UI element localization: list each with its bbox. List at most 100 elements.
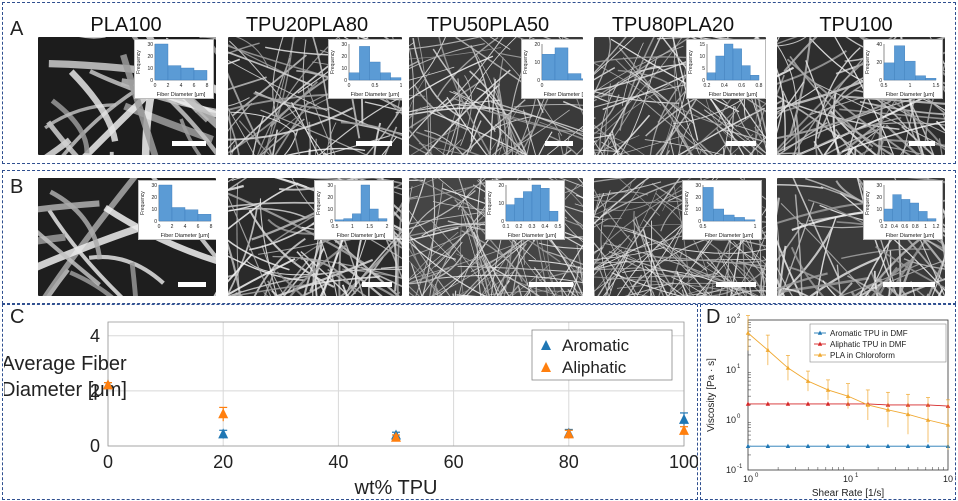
histogram-y-tick: 30 <box>327 183 333 189</box>
histogram-y-label: Frequency <box>865 191 871 215</box>
histogram-bar <box>554 47 569 81</box>
sem-fiber <box>228 192 365 264</box>
sem-fiber <box>409 227 459 241</box>
sem-fiber <box>678 122 691 155</box>
sem-fiber <box>410 263 423 296</box>
sem-fiber <box>409 178 426 226</box>
sem-fiber <box>836 120 883 155</box>
histogram-bar <box>713 208 724 222</box>
sem-fiber <box>600 93 641 155</box>
histogram-x-tick: 0.2 <box>516 224 523 230</box>
legend-box <box>531 329 673 381</box>
histogram-x-label: Fiber Diameter [μm] <box>337 233 386 239</box>
sem-fiber <box>661 238 737 284</box>
sem-fiber <box>364 101 402 112</box>
sem-fiber <box>565 135 570 155</box>
sem-image: 0 10 20 30 0 0.5 1 Frequency Fiber Diameter [μm] <box>228 37 402 155</box>
sem-fiber <box>594 235 630 276</box>
sem-fiber <box>668 250 683 296</box>
sem-fiber <box>228 253 253 283</box>
histogram-y-tick: 0 <box>702 78 705 84</box>
histogram-y-tick: 30 <box>147 42 153 48</box>
sem-image: 0 10 20 30 0.5 1 Frequency Fiber Diameter [μm] <box>594 178 766 296</box>
histogram-y-tick: 0 <box>879 78 882 84</box>
histogram-x-tick: 1.5 <box>933 83 940 89</box>
data-point-aromatic <box>679 413 689 424</box>
histogram-x-label: Fiber Diameter [μm] <box>886 233 935 239</box>
sem-fiber <box>777 49 847 85</box>
column-title-tpu50pla50: TPU50PLA50 <box>426 14 550 36</box>
sem-fiber <box>615 135 684 155</box>
sem-fiber <box>732 234 766 296</box>
sem-fiber <box>438 37 492 155</box>
sem-fiber <box>546 240 557 296</box>
sem-fiber <box>409 129 434 155</box>
data-point <box>785 401 791 406</box>
y-tick-exponent: -1 <box>737 464 743 470</box>
histogram-svg: 0 20 40 0.5 1 1.5 Frequency Fiber Diameter [μm] <box>865 42 940 98</box>
histogram-y-tick: 15 <box>699 42 705 48</box>
x-tick-label: 0 <box>103 452 113 472</box>
sem-fiber <box>88 254 165 285</box>
panel-c-frame <box>2 304 698 500</box>
scale-bar <box>172 141 206 146</box>
sem-fiber <box>498 138 505 155</box>
histogram-bar <box>531 184 541 222</box>
sem-fiber <box>792 51 870 155</box>
sem-fiber <box>778 245 787 296</box>
sem-fiber <box>594 92 613 99</box>
data-point <box>825 401 831 406</box>
sem-fiber <box>858 147 873 155</box>
sem-fiber <box>594 84 670 147</box>
sem-fiber <box>777 100 892 140</box>
sem-fiber <box>633 211 655 296</box>
histogram-y-tick: 20 <box>534 42 540 48</box>
sem-fiber <box>380 266 402 269</box>
data-point <box>945 422 951 427</box>
data-point <box>925 443 931 448</box>
legend-label: Aromatic <box>562 336 630 355</box>
sem-fiber <box>829 110 878 155</box>
sem-fiber <box>777 223 804 262</box>
sem-fiber <box>327 268 367 296</box>
y-tick-label: 4 <box>90 326 100 346</box>
histogram-y-tick: 5 <box>702 66 705 72</box>
sem-fiber <box>342 268 402 279</box>
sem-fiber <box>302 39 313 143</box>
sem-fiber <box>462 207 490 296</box>
histogram-y-tick: 30 <box>876 183 882 189</box>
sem-fiber <box>228 201 333 208</box>
histogram-x-tick: 1.2 <box>933 224 940 230</box>
panel-letter-c: C <box>10 306 25 328</box>
sem-fiber <box>619 37 655 131</box>
sem-fiber <box>228 182 299 230</box>
data-point <box>765 401 771 406</box>
sem-fiber <box>289 243 348 296</box>
histogram-svg: 0 10 20 30 0.2 0.4 0.6 0.8 1 1.2 Frequency Fiber Di… <box>865 183 940 239</box>
sem-fiber <box>409 267 450 284</box>
sem-fiber <box>489 78 496 155</box>
sem-fiber <box>874 277 900 296</box>
histogram-x-tick: 0.5 <box>700 224 707 230</box>
sem-fiber <box>610 38 740 113</box>
histogram-bar <box>378 218 388 222</box>
sem-fiber <box>873 270 879 296</box>
histogram-y-label: Frequency <box>140 191 146 215</box>
histogram-x-tick: 0.6 <box>901 224 908 230</box>
histogram-y-tick: 10 <box>151 207 157 213</box>
sem-fiber <box>409 260 442 296</box>
data-point-aliphatic <box>679 424 689 435</box>
histogram-bar <box>567 73 582 81</box>
sem-fiber <box>888 250 892 296</box>
column-title-tpu100: TPU100 <box>819 14 893 36</box>
histogram-x-tick: 0 <box>541 83 544 89</box>
sem-fiber <box>548 269 568 296</box>
histogram-x-tick: 1 <box>754 224 757 230</box>
histogram-bar <box>369 208 379 222</box>
sem-fiber <box>594 246 665 260</box>
histogram-x-tick: 2 <box>171 224 174 230</box>
sem-fiber <box>616 282 766 289</box>
legend-marker <box>817 352 823 357</box>
sem-fiber <box>276 271 305 296</box>
histogram-x-label: Fiber Diameter [μm] <box>508 233 557 239</box>
